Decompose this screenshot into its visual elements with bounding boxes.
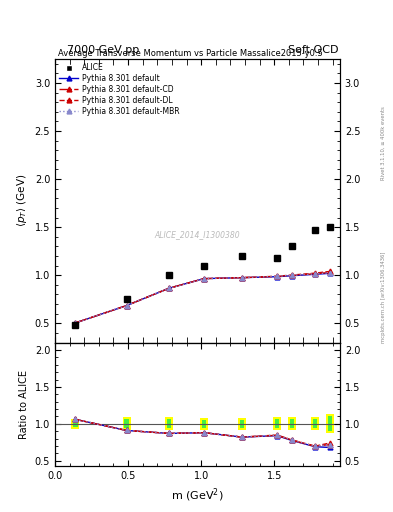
Y-axis label: $\langle p_T \rangle$ (GeV): $\langle p_T \rangle$ (GeV): [15, 174, 29, 227]
Bar: [202, 420, 206, 428]
Text: Soft QCD: Soft QCD: [288, 45, 339, 55]
Text: 7000 GeV pp: 7000 GeV pp: [67, 45, 139, 55]
Legend: ALICE, Pythia 8.301 default, Pythia 8.301 default-CD, Pythia 8.301 default-DL, P: ALICE, Pythia 8.301 default, Pythia 8.30…: [58, 62, 182, 117]
Bar: [275, 419, 279, 428]
Bar: [123, 417, 130, 431]
X-axis label: m (GeV$^2$): m (GeV$^2$): [171, 486, 224, 504]
Text: Average Transverse Momentum vs Particle Massalice2015-y0.5: Average Transverse Momentum vs Particle …: [58, 49, 323, 58]
Text: mcplots.cern.ch [arXiv:1306.3436]: mcplots.cern.ch [arXiv:1306.3436]: [381, 251, 386, 343]
Text: Rivet 3.1.10, ≥ 400k events: Rivet 3.1.10, ≥ 400k events: [381, 106, 386, 180]
Bar: [311, 417, 319, 431]
Bar: [125, 419, 129, 428]
Bar: [167, 419, 171, 428]
Bar: [288, 417, 296, 431]
Bar: [290, 419, 294, 428]
Bar: [165, 417, 173, 431]
Bar: [326, 414, 334, 434]
Bar: [238, 418, 246, 430]
Bar: [313, 419, 317, 428]
Bar: [200, 418, 208, 430]
Y-axis label: Ratio to ALICE: Ratio to ALICE: [19, 370, 29, 439]
Bar: [240, 420, 244, 428]
Bar: [73, 421, 78, 427]
Bar: [273, 417, 281, 431]
Bar: [327, 416, 332, 431]
Text: ALICE_2014_I1300380: ALICE_2014_I1300380: [155, 230, 240, 239]
Bar: [72, 419, 79, 429]
